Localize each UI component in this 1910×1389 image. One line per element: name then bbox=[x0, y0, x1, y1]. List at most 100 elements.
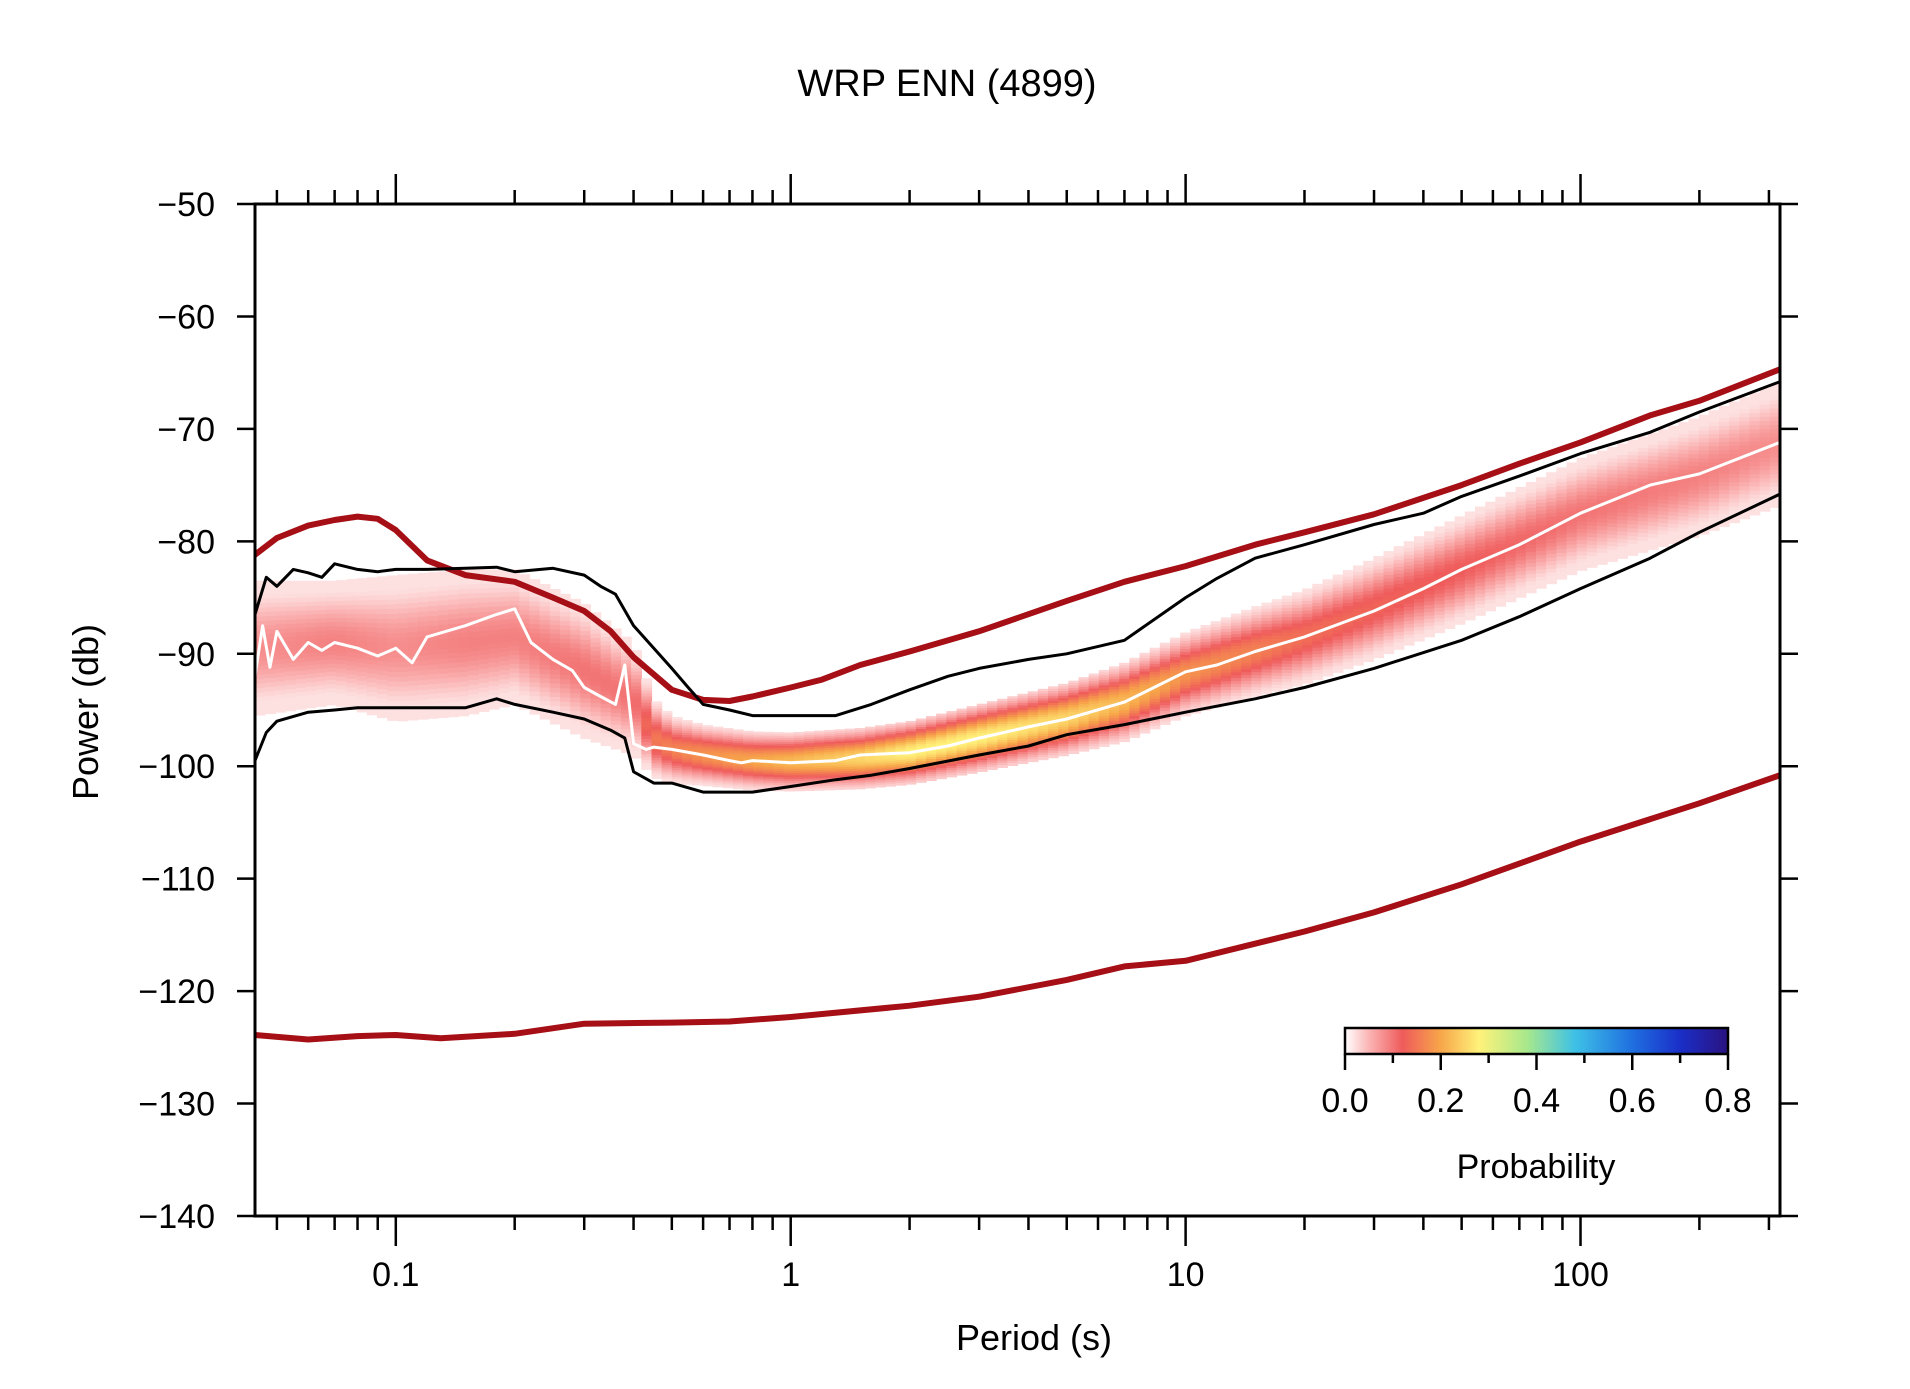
pdf-cell bbox=[1678, 457, 1690, 463]
pdf-cell bbox=[956, 748, 968, 752]
pdf-cell bbox=[346, 670, 358, 676]
pdf-cell bbox=[1058, 703, 1069, 706]
pdf-cell bbox=[824, 731, 836, 735]
pdf-cell bbox=[1149, 666, 1161, 670]
pdf-cell bbox=[488, 685, 500, 692]
pdf-cell bbox=[1292, 676, 1303, 681]
pdf-cell bbox=[549, 624, 561, 631]
pdf-cell bbox=[712, 746, 724, 750]
pdf-cell bbox=[1434, 561, 1446, 566]
pdf-cell bbox=[1281, 623, 1293, 628]
pdf-cell bbox=[305, 606, 317, 611]
pdf-cell bbox=[1434, 607, 1446, 612]
pdf-cell bbox=[427, 576, 439, 583]
pdf-cell bbox=[1566, 544, 1578, 549]
pdf-cell bbox=[1485, 570, 1496, 575]
pdf-cell bbox=[1637, 525, 1649, 530]
pdf-cell bbox=[844, 770, 856, 774]
pdf-cell bbox=[1210, 661, 1222, 665]
pdf-cell bbox=[1149, 682, 1161, 687]
pdf-cell bbox=[1017, 749, 1029, 753]
pdf-cell bbox=[702, 763, 714, 767]
pdf-cell bbox=[621, 694, 632, 699]
pdf-cell bbox=[1769, 474, 1780, 480]
pdf-cell bbox=[773, 747, 785, 751]
pdf-cell bbox=[336, 588, 348, 594]
pdf-cell bbox=[1759, 449, 1771, 455]
pdf-cell bbox=[509, 654, 520, 661]
pdf-cell bbox=[1658, 456, 1669, 462]
pdf-cell bbox=[865, 779, 876, 783]
pdf-cell bbox=[1454, 563, 1466, 568]
pdf-cell bbox=[1180, 638, 1191, 642]
pdf-cell bbox=[1668, 425, 1679, 431]
pdf-cell bbox=[1617, 516, 1629, 521]
pdf-cell bbox=[1637, 482, 1649, 488]
pdf-cell bbox=[1017, 700, 1029, 704]
pdf-cell bbox=[448, 663, 459, 669]
pdf-cell bbox=[1109, 687, 1120, 691]
pdf-cell bbox=[1637, 459, 1649, 465]
pdf-cell bbox=[1678, 422, 1690, 427]
pdf-cell bbox=[1088, 746, 1100, 750]
pdf-cell bbox=[1190, 642, 1202, 647]
pdf-cell bbox=[1139, 700, 1151, 705]
pdf-cell bbox=[1556, 534, 1568, 539]
pdf-cell bbox=[1444, 603, 1456, 608]
pdf-cell bbox=[458, 589, 470, 595]
pdf-cell bbox=[529, 700, 541, 706]
pdf-cell bbox=[1749, 392, 1761, 398]
pdf-cell bbox=[1200, 633, 1212, 637]
pdf-cell bbox=[468, 641, 480, 647]
pdf-cell bbox=[1231, 663, 1242, 668]
pdf-cell bbox=[1536, 580, 1547, 585]
pdf-cell bbox=[1454, 555, 1466, 561]
pdf-cell bbox=[1220, 617, 1232, 621]
pdf-cell bbox=[560, 665, 571, 671]
pdf-cell bbox=[1454, 581, 1466, 586]
pdf-cell bbox=[1292, 660, 1303, 665]
pdf-cell bbox=[1322, 643, 1334, 648]
pdf-cell bbox=[1485, 603, 1496, 608]
pdf-cell bbox=[1393, 632, 1405, 637]
pdf-cell bbox=[295, 580, 307, 586]
pdf-cell bbox=[1495, 511, 1507, 516]
pdf-cell bbox=[570, 625, 581, 631]
pdf-cell bbox=[1027, 698, 1039, 702]
pdf-cell bbox=[570, 666, 581, 672]
pdf-cell bbox=[549, 633, 561, 640]
pdf-cell bbox=[1759, 478, 1771, 484]
pdf-cell bbox=[621, 702, 632, 707]
pdf-cell bbox=[987, 742, 998, 745]
pdf-cell bbox=[865, 740, 876, 744]
pdf-cell bbox=[346, 600, 358, 606]
pdf-cell bbox=[1505, 568, 1517, 573]
pdf-cell bbox=[1363, 621, 1374, 626]
pdf-cell bbox=[336, 655, 348, 661]
pdf-cell bbox=[539, 682, 551, 689]
pdf-cell bbox=[722, 783, 734, 787]
pdf-cell bbox=[661, 727, 673, 731]
pdf-cell bbox=[346, 579, 358, 585]
pdf-cell bbox=[875, 776, 886, 780]
pdf-cell bbox=[1037, 705, 1049, 709]
pdf-cell bbox=[671, 721, 683, 725]
pdf-cell bbox=[743, 781, 754, 785]
pdf-cell bbox=[743, 767, 754, 771]
pdf-cell bbox=[926, 743, 937, 747]
pdf-cell bbox=[255, 620, 266, 627]
pdf-cell bbox=[1353, 595, 1364, 600]
pdf-cell bbox=[1180, 679, 1191, 684]
pdf-cell bbox=[468, 607, 480, 614]
pdf-cell bbox=[1139, 708, 1151, 713]
pdf-cell bbox=[1556, 485, 1568, 491]
pdf-cell bbox=[590, 716, 602, 721]
pdf-cell bbox=[763, 749, 775, 752]
pdf-cell bbox=[915, 722, 927, 726]
pdf-cell bbox=[549, 651, 561, 658]
pdf-cell bbox=[346, 648, 358, 654]
pdf-cell bbox=[1698, 442, 1710, 448]
pdf-cell bbox=[1647, 471, 1659, 477]
pdf-cell bbox=[1007, 760, 1019, 764]
pdf-cell bbox=[1424, 615, 1435, 620]
